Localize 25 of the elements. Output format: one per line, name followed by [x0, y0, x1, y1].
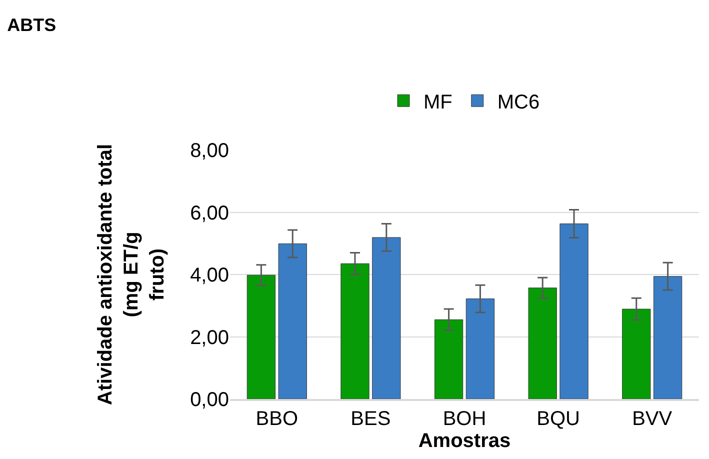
y-tick-label: 6,00 [190, 202, 229, 224]
y-axis-title: Atividade antioxidante total (mg ET/g fruto) [94, 144, 169, 406]
bar [278, 243, 307, 399]
y-tick-label: 4,00 [190, 264, 229, 286]
bar [246, 274, 276, 399]
bar [622, 308, 651, 399]
bar [466, 298, 495, 399]
text: ABTS [7, 14, 56, 35]
bar [560, 224, 588, 399]
bar [528, 288, 557, 399]
y-tick-label: 0,00 [190, 389, 229, 411]
x-tick-label: BBO [256, 408, 298, 430]
x-tick-label: BOH [442, 408, 486, 430]
bar [372, 237, 401, 399]
x-tick-label: BES [350, 408, 391, 430]
x-tick-label: BVV [632, 408, 673, 430]
bar [434, 319, 464, 399]
x-axis-title: Amostras [418, 430, 511, 452]
bar [653, 276, 682, 399]
bar [340, 263, 370, 399]
legend-label: MC6 [497, 91, 540, 114]
legend-label: MF [424, 91, 452, 114]
y-tick-label: 2,00 [190, 326, 229, 349]
y-tick-label: 8,00 [190, 140, 229, 162]
x-tick-label: BQU [536, 408, 580, 430]
